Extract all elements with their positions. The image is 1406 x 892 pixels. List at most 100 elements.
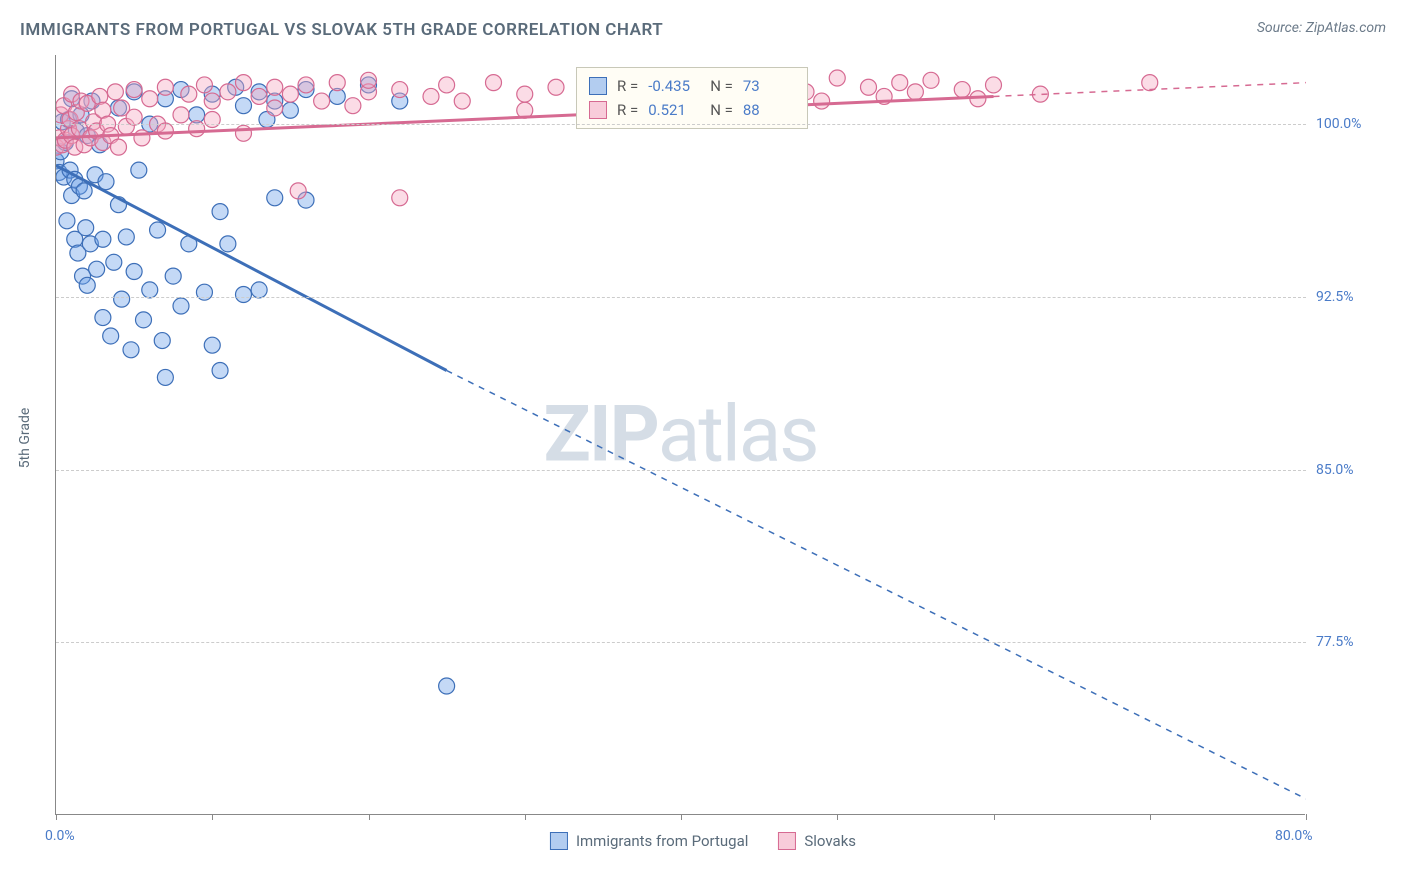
scatter-point bbox=[486, 75, 502, 91]
scatter-point bbox=[134, 130, 150, 146]
scatter-point bbox=[95, 231, 111, 247]
scatter-point bbox=[204, 337, 220, 353]
scatter-point bbox=[290, 183, 306, 199]
scatter-point bbox=[118, 229, 134, 245]
scatter-point bbox=[814, 93, 830, 109]
series-legend-item-1: Slovaks bbox=[778, 832, 856, 850]
scatter-point bbox=[212, 363, 228, 379]
scatter-point bbox=[923, 72, 939, 88]
scatter-point bbox=[126, 109, 142, 125]
scatter-point bbox=[267, 190, 283, 206]
scatter-point bbox=[142, 91, 158, 107]
scatter-point bbox=[517, 86, 533, 102]
legend-swatch-slovaks bbox=[778, 832, 796, 850]
chart-container: IMMIGRANTS FROM PORTUGAL VS SLOVAK 5TH G… bbox=[0, 0, 1406, 892]
scatter-point bbox=[107, 84, 123, 100]
legend-swatch-portugal bbox=[550, 832, 568, 850]
grid-line bbox=[56, 124, 1306, 125]
x-tick bbox=[369, 814, 370, 820]
scatter-point bbox=[439, 77, 455, 93]
series-legend-label-0: Immigrants from Portugal bbox=[576, 832, 748, 850]
scatter-point bbox=[173, 298, 189, 314]
y-axis-label: 5th Grade bbox=[17, 408, 33, 469]
scatter-point bbox=[454, 93, 470, 109]
scatter-point bbox=[131, 162, 147, 178]
y-tick-label: 92.5% bbox=[1316, 289, 1354, 305]
scatter-point bbox=[126, 82, 142, 98]
scatter-point bbox=[95, 310, 111, 326]
scatter-point bbox=[236, 287, 252, 303]
scatter-point bbox=[79, 277, 95, 293]
scatter-point bbox=[298, 77, 314, 93]
scatter-point bbox=[123, 342, 139, 358]
scatter-point bbox=[861, 79, 877, 95]
source-label: Source: ZipAtlas.com bbox=[1257, 20, 1386, 36]
x-tick bbox=[994, 814, 995, 820]
scatter-point bbox=[204, 93, 220, 109]
scatter-point bbox=[106, 254, 122, 270]
stats-legend-row-0: R = -0.435 N = 73 bbox=[589, 74, 795, 98]
scatter-point bbox=[157, 79, 173, 95]
scatter-point bbox=[157, 123, 173, 139]
scatter-point bbox=[329, 75, 345, 91]
scatter-point bbox=[114, 291, 130, 307]
scatter-point bbox=[103, 328, 119, 344]
x-tick-label-min: 0.0% bbox=[45, 828, 75, 844]
scatter-point bbox=[1142, 75, 1158, 91]
scatter-point bbox=[361, 72, 377, 88]
scatter-point bbox=[204, 111, 220, 127]
scatter-point bbox=[126, 263, 142, 279]
scatter-point bbox=[439, 678, 455, 694]
scatter-point bbox=[267, 79, 283, 95]
x-tick bbox=[525, 814, 526, 820]
scatter-point bbox=[236, 75, 252, 91]
grid-line bbox=[56, 470, 1306, 471]
scatter-point bbox=[59, 213, 75, 229]
scatter-point bbox=[212, 204, 228, 220]
scatter-point bbox=[251, 88, 267, 104]
scatter-point bbox=[220, 84, 236, 100]
legend-swatch-blue bbox=[589, 77, 607, 95]
trend-line-dashed bbox=[447, 371, 1306, 799]
scatter-point bbox=[892, 75, 908, 91]
scatter-point bbox=[345, 98, 361, 114]
scatter-point bbox=[196, 77, 212, 93]
scatter-point bbox=[165, 268, 181, 284]
scatter-point bbox=[154, 333, 170, 349]
scatter-point bbox=[392, 82, 408, 98]
scatter-point bbox=[142, 282, 158, 298]
y-tick-label: 100.0% bbox=[1316, 116, 1361, 132]
y-tick-label: 85.0% bbox=[1316, 462, 1354, 478]
scatter-point bbox=[236, 98, 252, 114]
scatter-point bbox=[392, 190, 408, 206]
plot-svg bbox=[56, 55, 1306, 815]
x-tick bbox=[1150, 814, 1151, 820]
scatter-point bbox=[986, 77, 1002, 93]
legend-swatch-pink bbox=[589, 101, 607, 119]
series-legend-label-1: Slovaks bbox=[804, 832, 856, 850]
x-tick bbox=[56, 814, 57, 820]
scatter-point bbox=[423, 88, 439, 104]
scatter-point bbox=[111, 139, 127, 155]
scatter-point bbox=[76, 183, 92, 199]
stats-legend-box: R = -0.435 N = 73 R = 0.521 N = 88 bbox=[576, 67, 808, 129]
scatter-point bbox=[282, 102, 298, 118]
scatter-point bbox=[150, 222, 166, 238]
x-tick bbox=[212, 814, 213, 820]
scatter-point bbox=[829, 70, 845, 86]
scatter-point bbox=[548, 79, 564, 95]
grid-line bbox=[56, 297, 1306, 298]
series-legend-item-0: Immigrants from Portugal bbox=[550, 832, 748, 850]
y-tick-label: 77.5% bbox=[1316, 634, 1354, 650]
scatter-point bbox=[267, 100, 283, 116]
scatter-point bbox=[282, 86, 298, 102]
scatter-point bbox=[314, 93, 330, 109]
x-tick bbox=[837, 814, 838, 820]
scatter-point bbox=[157, 369, 173, 385]
scatter-point bbox=[181, 86, 197, 102]
series-legend: Immigrants from Portugal Slovaks bbox=[550, 832, 856, 850]
x-tick-label-max: 80.0% bbox=[1275, 828, 1313, 844]
scatter-point bbox=[173, 107, 189, 123]
stats-legend-row-1: R = 0.521 N = 88 bbox=[589, 98, 795, 122]
scatter-point bbox=[78, 220, 94, 236]
